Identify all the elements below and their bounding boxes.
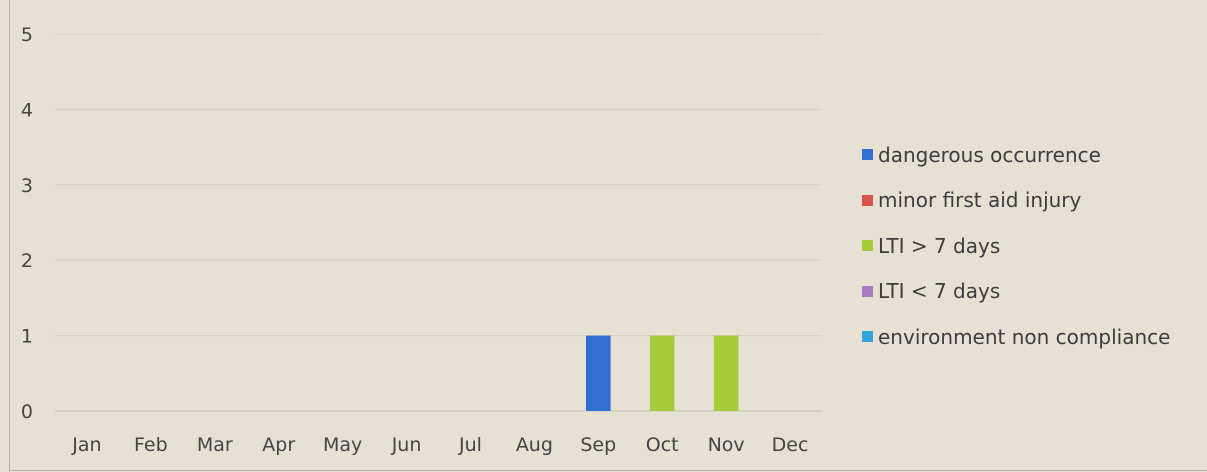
y-tick-label: 3 [21,175,33,197]
x-tick-label: Sep [580,434,616,456]
frame-bottom-border [9,470,1207,471]
x-tick-label: Jun [391,434,422,456]
legend-label: dangerous occurrence [878,142,1101,167]
legend-label: LTI > 7 days [878,233,1001,258]
legend-item: LTI < 7 days [862,269,1202,315]
legend-item: dangerous occurrence [862,132,1202,178]
legend-swatch [862,240,873,252]
legend-swatch [862,149,873,161]
y-tick-label: 5 [21,24,33,46]
y-tick-label: 2 [21,250,33,272]
legend-swatch [862,331,873,343]
y-axis-tick-labels: 0 1 2 3 4 5 [21,24,33,423]
x-tick-label: Mar [197,434,233,456]
legend-item: minor first aid injury [862,178,1202,224]
bar [649,335,675,411]
chart-legend: dangerous occurrence minor first aid inju… [862,132,1202,360]
legend-swatch [862,285,873,297]
x-axis-tick-labels: Jan Feb Mar Apr May Jun Jul Aug Sep Oct Nov Dec [71,434,808,456]
legend-label: LTI < 7 days [878,279,1001,304]
legend-label: minor first aid injury [878,188,1082,213]
bar [713,335,739,411]
frame-left-border [9,0,10,472]
x-tick-label: Jan [71,434,101,456]
legend-swatch [862,194,873,206]
legend-label: environment non compliance [878,324,1171,349]
legend-item: LTI > 7 days [862,223,1202,269]
x-tick-label: Feb [134,434,168,456]
x-tick-label: Aug [516,434,553,456]
x-tick-label: Nov [708,434,745,456]
y-tick-label: 1 [21,326,33,348]
legend-item: environment non compliance [862,314,1202,360]
x-tick-label: May [323,434,362,456]
x-tick-label: Oct [646,434,679,456]
bar-series [585,335,739,411]
gridlines [55,33,822,412]
y-tick-label: 0 [21,401,33,423]
x-tick-label: Jul [458,434,482,456]
x-tick-label: Apr [262,434,295,456]
bar [585,335,611,411]
x-tick-label: Dec [772,434,809,456]
y-tick-label: 4 [21,99,33,121]
